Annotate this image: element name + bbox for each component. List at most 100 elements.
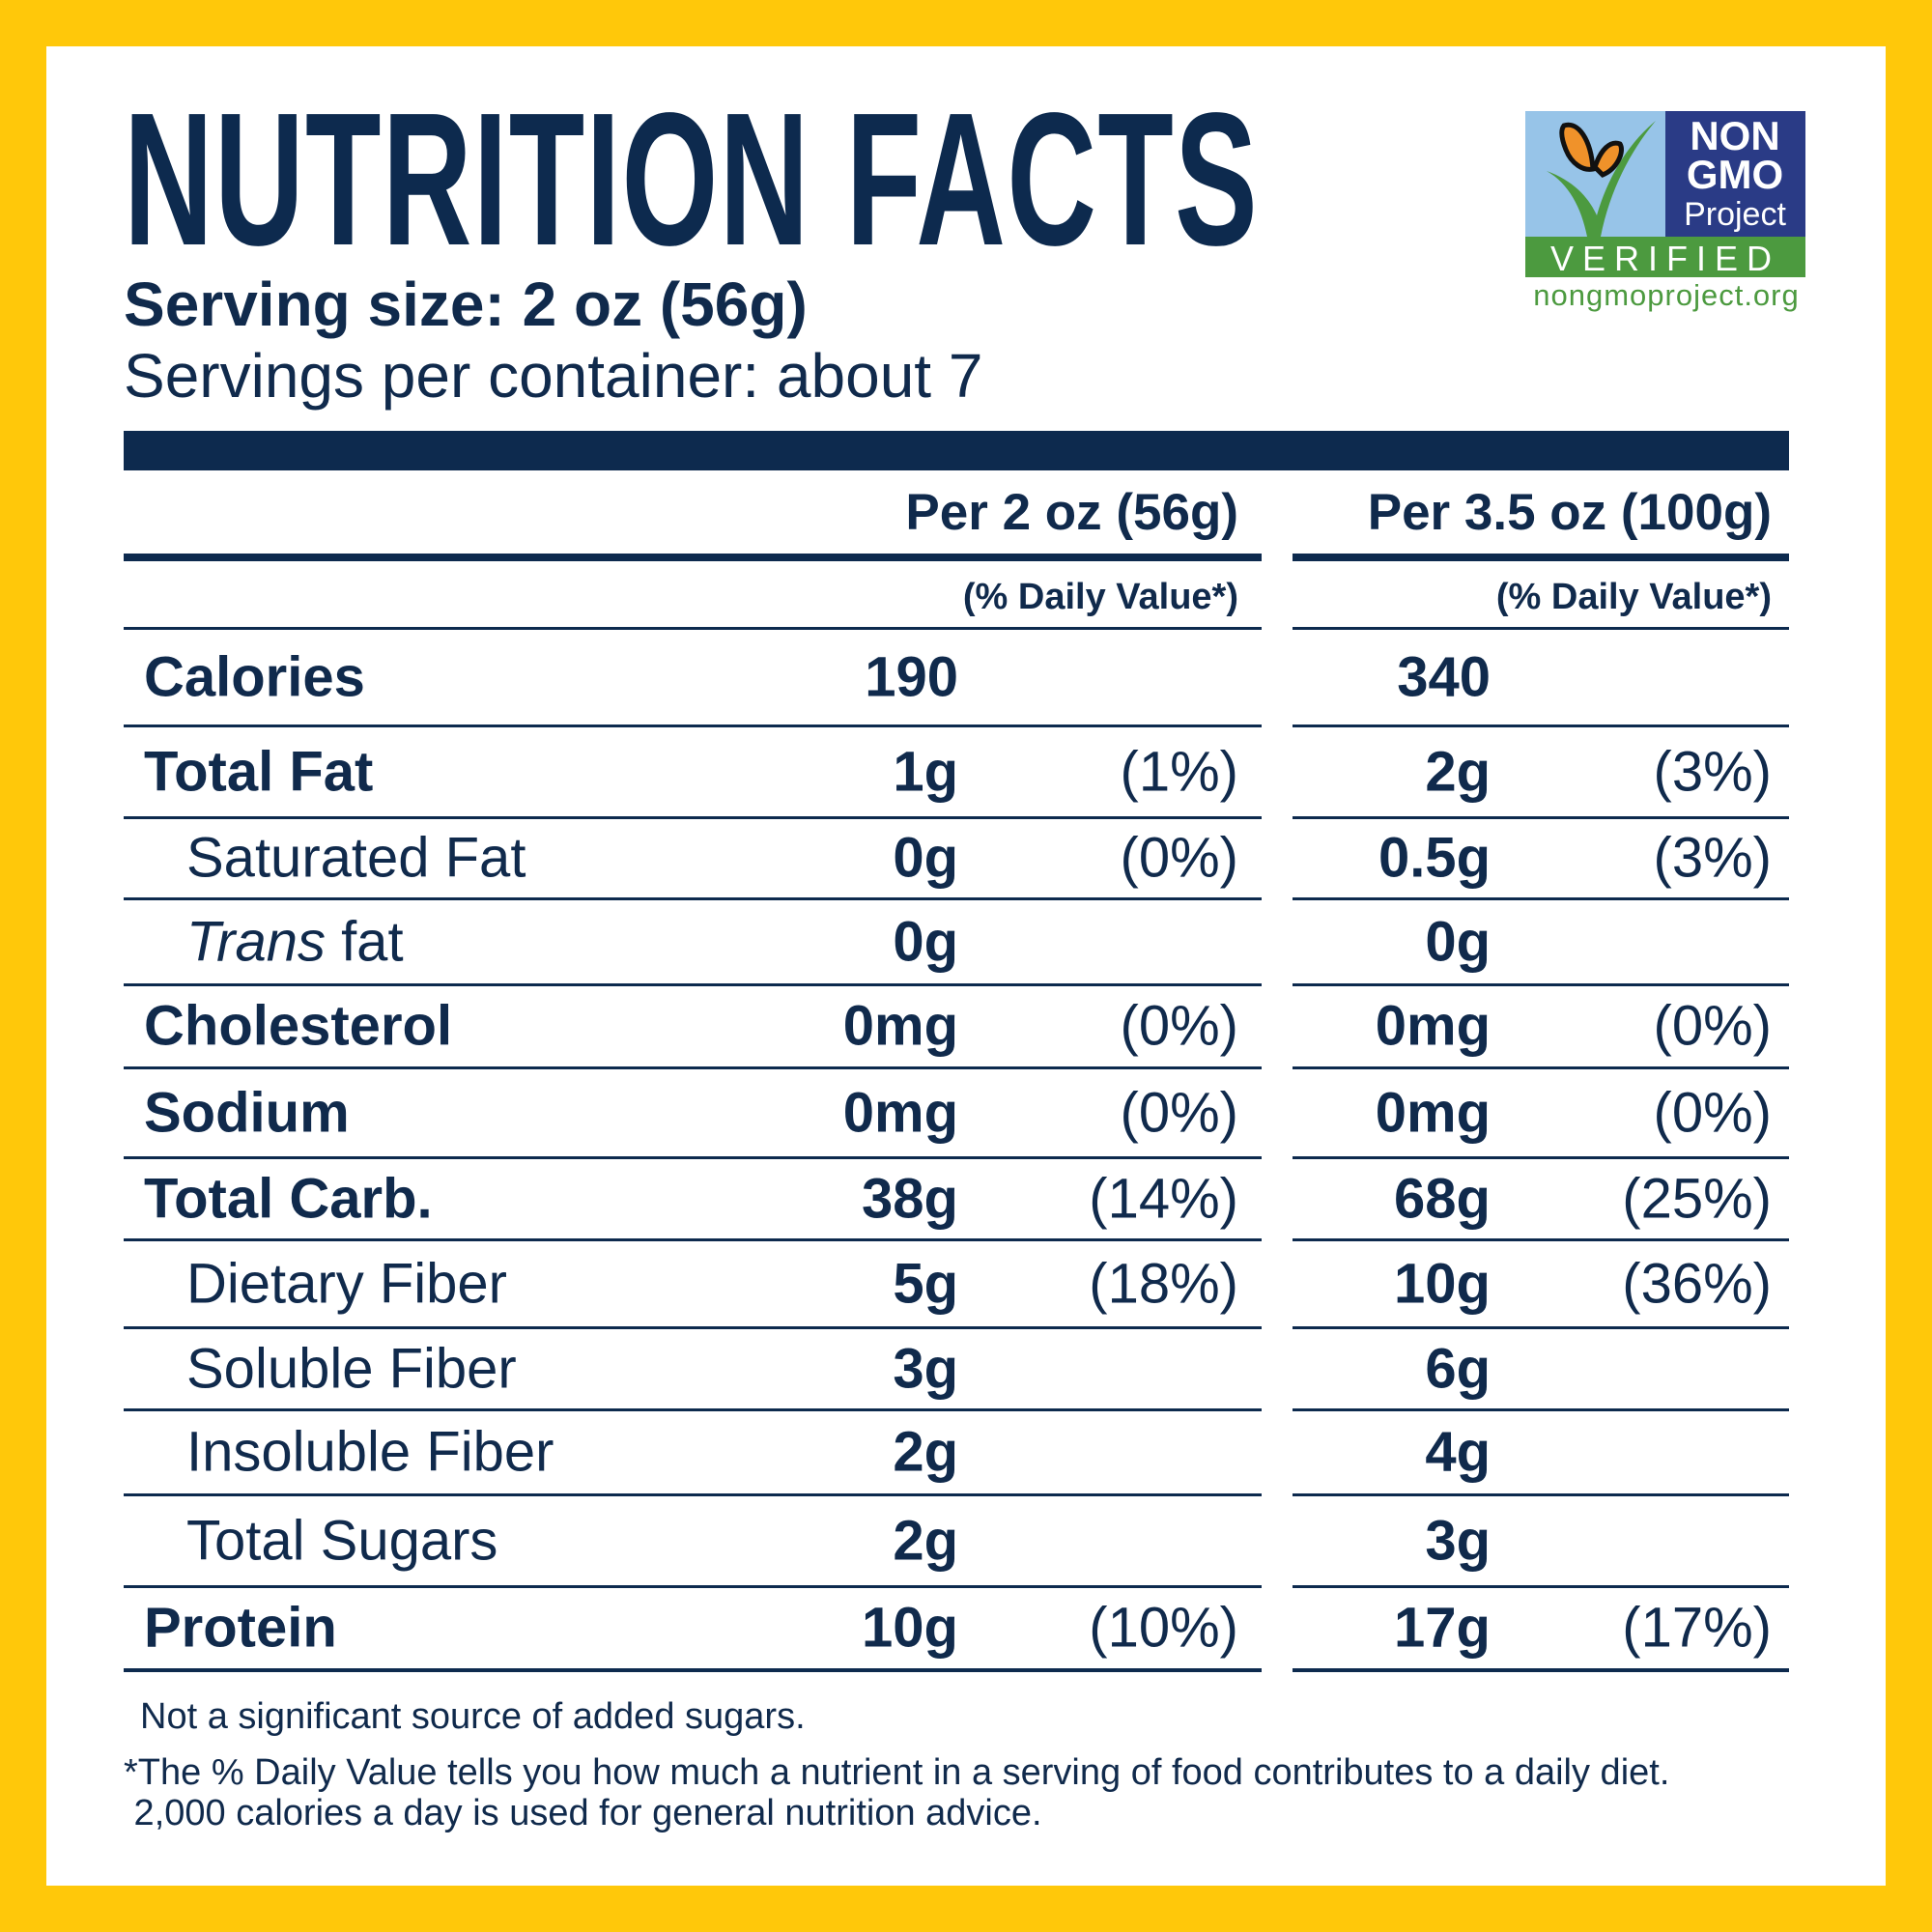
amount-per-100g: 4g bbox=[1425, 1420, 1491, 1484]
column-header-per-serving: Per 2 oz (56g) bbox=[905, 484, 1238, 541]
amount-per-serving: 10g bbox=[862, 1596, 958, 1660]
dv-per-100g: (0%) bbox=[1653, 994, 1772, 1058]
row-divider bbox=[124, 1066, 1262, 1069]
row-divider bbox=[124, 724, 1262, 727]
row-divider bbox=[1293, 897, 1789, 900]
amount-per-serving: 190 bbox=[865, 645, 958, 708]
non-gmo-logo: NON GMO Project VERIFIED bbox=[1525, 111, 1805, 277]
svg-text:NON: NON bbox=[1690, 113, 1779, 158]
nutrient-label: Protein bbox=[144, 1596, 337, 1660]
dv-per-100g: (36%) bbox=[1622, 1252, 1772, 1315]
table-row: Cholesterol 0mg (0%) 0mg (0%) bbox=[0, 984, 1932, 1067]
label-panel bbox=[46, 46, 1886, 1886]
row-divider bbox=[1293, 1066, 1789, 1069]
row-divider bbox=[1293, 627, 1789, 630]
table-row: Total Fat 1g (1%) 2g (3%) bbox=[0, 725, 1932, 817]
nutrient-label-rest: fat bbox=[325, 910, 404, 973]
dv-per-serving: (0%) bbox=[1120, 994, 1238, 1058]
nutrient-label: Saturated Fat bbox=[186, 826, 526, 890]
dv-per-100g: (17%) bbox=[1622, 1596, 1772, 1660]
row-divider bbox=[124, 897, 1262, 900]
table-row: Dietary Fiber 5g (18%) 10g (36%) bbox=[0, 1239, 1932, 1327]
svg-text:GMO: GMO bbox=[1687, 152, 1783, 197]
dv-label-per-serving: (% Daily Value*) bbox=[962, 577, 1238, 617]
amount-per-serving: 0g bbox=[893, 910, 958, 973]
dv-per-100g: (3%) bbox=[1653, 740, 1772, 803]
nutrient-label: Total Carb. bbox=[144, 1167, 433, 1230]
thick-divider bbox=[124, 431, 1789, 470]
amount-per-100g: 340 bbox=[1397, 645, 1491, 708]
amount-per-serving: 0g bbox=[893, 826, 958, 890]
row-divider bbox=[124, 1493, 1262, 1496]
row-divider bbox=[1293, 1156, 1789, 1159]
row-divider bbox=[124, 1156, 1262, 1159]
dv-per-serving: (10%) bbox=[1089, 1596, 1238, 1660]
nutrient-label-italic: Trans bbox=[186, 910, 326, 973]
column-header-per-100g: Per 3.5 oz (100g) bbox=[1367, 484, 1772, 541]
page-title: NUTRITION FACTS bbox=[124, 73, 1260, 285]
table-row: Protein 10g (10%) 17g (17%) bbox=[0, 1586, 1932, 1669]
row-divider bbox=[124, 1585, 1262, 1588]
amount-per-100g: 2g bbox=[1425, 740, 1491, 803]
dv-per-100g: (3%) bbox=[1653, 826, 1772, 890]
amount-per-100g: 0mg bbox=[1375, 1081, 1491, 1144]
header-divider-left bbox=[124, 554, 1262, 561]
row-divider bbox=[1293, 724, 1789, 727]
svg-text:VERIFIED: VERIFIED bbox=[1550, 239, 1780, 277]
amount-per-serving: 38g bbox=[862, 1167, 958, 1230]
row-divider bbox=[124, 627, 1262, 630]
table-row: Saturated Fat 0g (0%) 0.5g (3%) bbox=[0, 817, 1932, 898]
dv-per-serving: (14%) bbox=[1089, 1167, 1238, 1230]
nutrient-label: Total Sugars bbox=[186, 1509, 498, 1572]
svg-text:Project: Project bbox=[1684, 196, 1786, 233]
amount-per-100g: 0g bbox=[1425, 910, 1491, 973]
row-divider bbox=[124, 1408, 1262, 1411]
amount-per-100g: 0mg bbox=[1375, 994, 1491, 1058]
nutrient-label: Sodium bbox=[144, 1081, 350, 1144]
row-divider bbox=[124, 816, 1262, 819]
serving-size: Serving size: 2 oz (56g) bbox=[124, 270, 808, 339]
amount-per-serving: 2g bbox=[893, 1509, 958, 1572]
row-divider bbox=[1293, 1493, 1789, 1496]
row-divider bbox=[1293, 1585, 1789, 1588]
table-row: Total Sugars 2g 3g bbox=[0, 1494, 1932, 1586]
table-row: Total Carb. 38g (14%) 68g (25%) bbox=[0, 1157, 1932, 1239]
row-divider bbox=[124, 1668, 1262, 1672]
amount-per-100g: 6g bbox=[1425, 1337, 1491, 1400]
table-row: Calories 190 340 bbox=[0, 628, 1932, 725]
row-divider bbox=[1293, 1326, 1789, 1329]
nutrient-label: Soluble Fiber bbox=[186, 1337, 517, 1400]
table-row: Insoluble Fiber 2g 4g bbox=[0, 1409, 1932, 1494]
row-divider bbox=[1293, 1408, 1789, 1411]
nutrient-label: Calories bbox=[144, 645, 365, 708]
row-divider bbox=[1293, 1668, 1789, 1672]
nutrient-label: Cholesterol bbox=[144, 994, 453, 1058]
amount-per-100g: 17g bbox=[1394, 1596, 1491, 1660]
daily-value-footnote: *The % Daily Value tells you how much a … bbox=[124, 1752, 1669, 1833]
amount-per-serving: 2g bbox=[893, 1420, 958, 1484]
row-divider bbox=[124, 983, 1262, 986]
nutrient-label: Insoluble Fiber bbox=[186, 1420, 554, 1484]
table-row: Soluble Fiber 3g 6g bbox=[0, 1327, 1932, 1409]
logo-url: nongmoproject.org bbox=[1533, 278, 1800, 312]
dv-per-serving: (18%) bbox=[1089, 1252, 1238, 1315]
header-divider-right bbox=[1293, 554, 1789, 561]
dv-label-per-100g: (% Daily Value*) bbox=[1495, 577, 1772, 617]
row-divider bbox=[1293, 983, 1789, 986]
amount-per-100g: 10g bbox=[1394, 1252, 1491, 1315]
dv-per-serving: (0%) bbox=[1120, 826, 1238, 890]
row-divider bbox=[1293, 816, 1789, 819]
table-row: Sodium 0mg (0%) 0mg (0%) bbox=[0, 1067, 1932, 1157]
row-divider bbox=[124, 1326, 1262, 1329]
row-divider bbox=[1293, 1238, 1789, 1241]
nutrient-label: Total Fat bbox=[144, 740, 374, 803]
footnote-line: *The % Daily Value tells you how much a … bbox=[124, 1752, 1670, 1793]
amount-per-serving: 0mg bbox=[842, 1081, 958, 1144]
dv-per-100g: (0%) bbox=[1653, 1081, 1772, 1144]
amount-per-100g: 68g bbox=[1394, 1167, 1491, 1230]
nutrient-label: Dietary Fiber bbox=[186, 1252, 507, 1315]
nutrient-label: Trans fat bbox=[186, 909, 404, 974]
amount-per-serving: 5g bbox=[893, 1252, 958, 1315]
footnote-line: 2,000 calories a day is used for general… bbox=[124, 1793, 1042, 1833]
dv-per-serving: (1%) bbox=[1120, 740, 1238, 803]
